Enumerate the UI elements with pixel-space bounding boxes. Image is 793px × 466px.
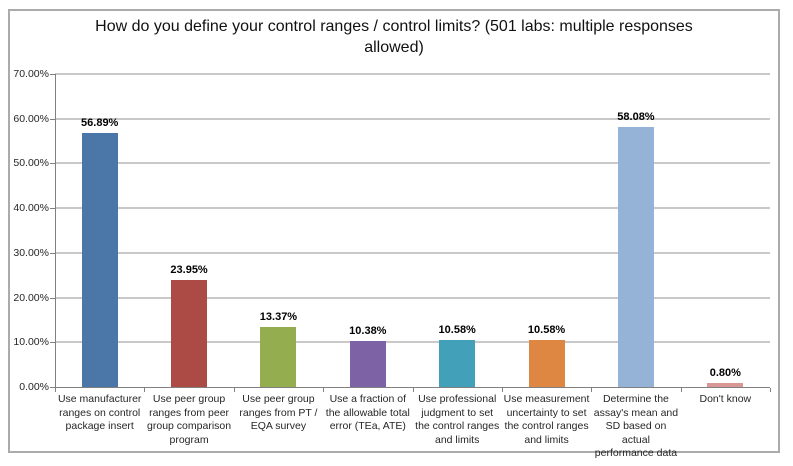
y-axis-tick xyxy=(50,387,55,388)
category-label: Use measurement uncertainty to set the c… xyxy=(503,393,590,446)
y-tick-label: 70.00% xyxy=(13,68,49,80)
bar-value-label: 10.58% xyxy=(438,323,476,336)
bar-value-label: 58.08% xyxy=(617,111,655,124)
bar xyxy=(439,339,476,387)
x-axis-tick xyxy=(501,388,503,392)
bar xyxy=(81,132,118,387)
gridline xyxy=(55,341,770,344)
y-axis-tick xyxy=(50,342,55,344)
y-tick-label: 10.00% xyxy=(13,336,49,349)
bar-value-label: 10.38% xyxy=(349,324,387,337)
x-axis-tick xyxy=(144,388,146,392)
x-axis-tick xyxy=(55,388,56,392)
gridline xyxy=(55,207,770,210)
bar-value-label: 23.95% xyxy=(170,263,208,276)
gridline xyxy=(55,162,770,165)
y-axis-tick xyxy=(50,208,55,210)
y-tick-label: 30.00% xyxy=(13,246,49,259)
x-axis-tick xyxy=(680,388,682,392)
bar xyxy=(707,383,744,387)
y-axis-tick xyxy=(50,118,55,120)
x-axis-tick xyxy=(233,388,235,392)
category-label: Use professional judgment to set the con… xyxy=(415,393,500,446)
category-label: Use a fraction of the allowable total er… xyxy=(325,393,410,432)
y-axis-tick xyxy=(50,297,55,299)
bar xyxy=(617,127,654,387)
category-label: Don't know xyxy=(699,393,752,405)
gridline xyxy=(55,73,770,75)
y-axis-tick xyxy=(50,74,55,75)
y-tick-label: 0.00% xyxy=(19,381,49,393)
y-tick-label: 50.00% xyxy=(13,157,49,170)
bar xyxy=(528,339,565,387)
bar-value-label: 10.58% xyxy=(527,323,566,336)
bar xyxy=(349,340,386,387)
category-label: Use peer group ranges from peer group co… xyxy=(147,393,232,446)
x-axis-line xyxy=(55,387,770,388)
bar xyxy=(260,327,297,387)
y-tick-label: 60.00% xyxy=(13,112,49,125)
y-tick-label: 40.00% xyxy=(13,202,49,215)
chart-title: How do you define your control ranges / … xyxy=(95,18,693,56)
y-axis-tick xyxy=(50,163,55,165)
y-axis-line xyxy=(55,74,56,387)
bar xyxy=(171,279,208,387)
bar-value-label: 56.89% xyxy=(81,116,119,129)
category-label: Use peer group ranges from PT / EQA surv… xyxy=(239,393,318,432)
x-axis-tick xyxy=(770,388,771,392)
y-tick-label: 20.00% xyxy=(13,291,49,304)
gridline xyxy=(55,296,770,299)
gridline xyxy=(55,251,770,254)
gridline xyxy=(55,117,770,120)
x-axis-tick xyxy=(412,388,414,392)
bar-value-label: 0.80% xyxy=(709,367,741,380)
x-axis-tick xyxy=(591,388,593,392)
bar-value-label: 13.37% xyxy=(259,311,298,324)
x-axis-tick xyxy=(323,388,325,392)
y-axis-tick xyxy=(50,252,55,254)
category-label: Determine the assay's mean and SD based … xyxy=(593,393,679,459)
category-label: Use manufacturer ranges on control packa… xyxy=(57,393,142,432)
